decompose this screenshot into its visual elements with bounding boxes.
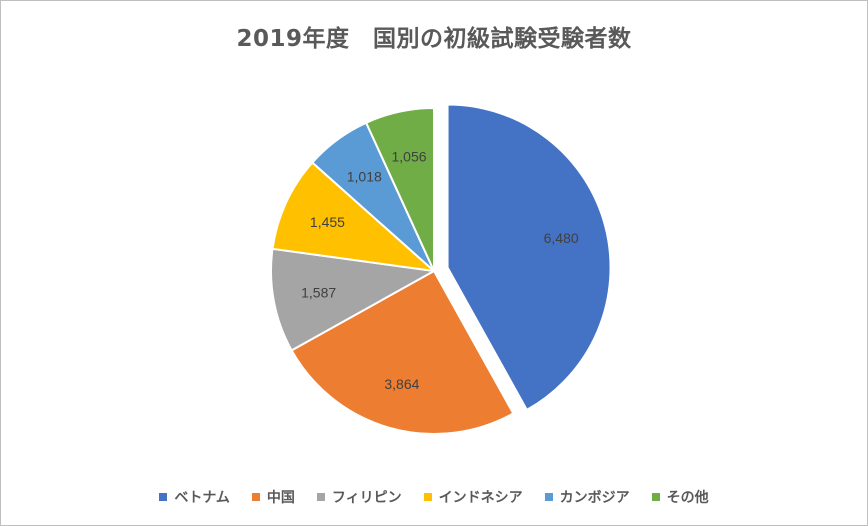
legend-item-6: その他 [651, 487, 709, 507]
legend-label-3: フィリピン [331, 490, 402, 506]
data-label-2: 3,864 [384, 376, 419, 392]
pie-slice-2 [290, 269, 515, 435]
legend-label-6: その他 [666, 490, 709, 506]
data-label-3: 1,587 [301, 285, 336, 301]
legend-label-4: インドネシア [438, 490, 523, 506]
legend-swatch-2 [251, 493, 260, 501]
pie-slice-4 [271, 161, 438, 273]
legend-item-3: フィリピン [316, 487, 402, 507]
legend-swatch-5 [544, 493, 553, 501]
pie-slice-3 [270, 247, 438, 352]
legend-swatch-1 [159, 493, 168, 501]
legend-item-4: インドネシア [423, 487, 523, 507]
legend-item-1: ベトナム [159, 487, 230, 507]
legend-label-2: 中国 [266, 490, 295, 506]
legend-swatch-4 [423, 493, 432, 501]
chart-title: 2019年度 国別の初級試験受験者数 [236, 26, 632, 52]
data-label-5: 1,018 [347, 169, 382, 185]
legend-swatch-6 [651, 493, 660, 501]
pie-slice-1 [446, 103, 612, 412]
pie-slice-6 [364, 106, 435, 272]
legend-swatch-3 [316, 493, 325, 501]
data-label-4: 1,455 [310, 214, 345, 230]
data-label-1: 6,480 [544, 230, 579, 246]
data-label-6: 1,056 [391, 148, 426, 164]
legend-label-1: ベトナム [174, 490, 230, 506]
legend-item-5: カンボジア [544, 487, 630, 507]
chart-legend: ベトナム 中国 フィリピン インドネシア カンボジア その他 [1, 487, 867, 507]
legend-item-2: 中国 [251, 487, 295, 507]
legend-label-5: カンボジア [559, 490, 630, 506]
